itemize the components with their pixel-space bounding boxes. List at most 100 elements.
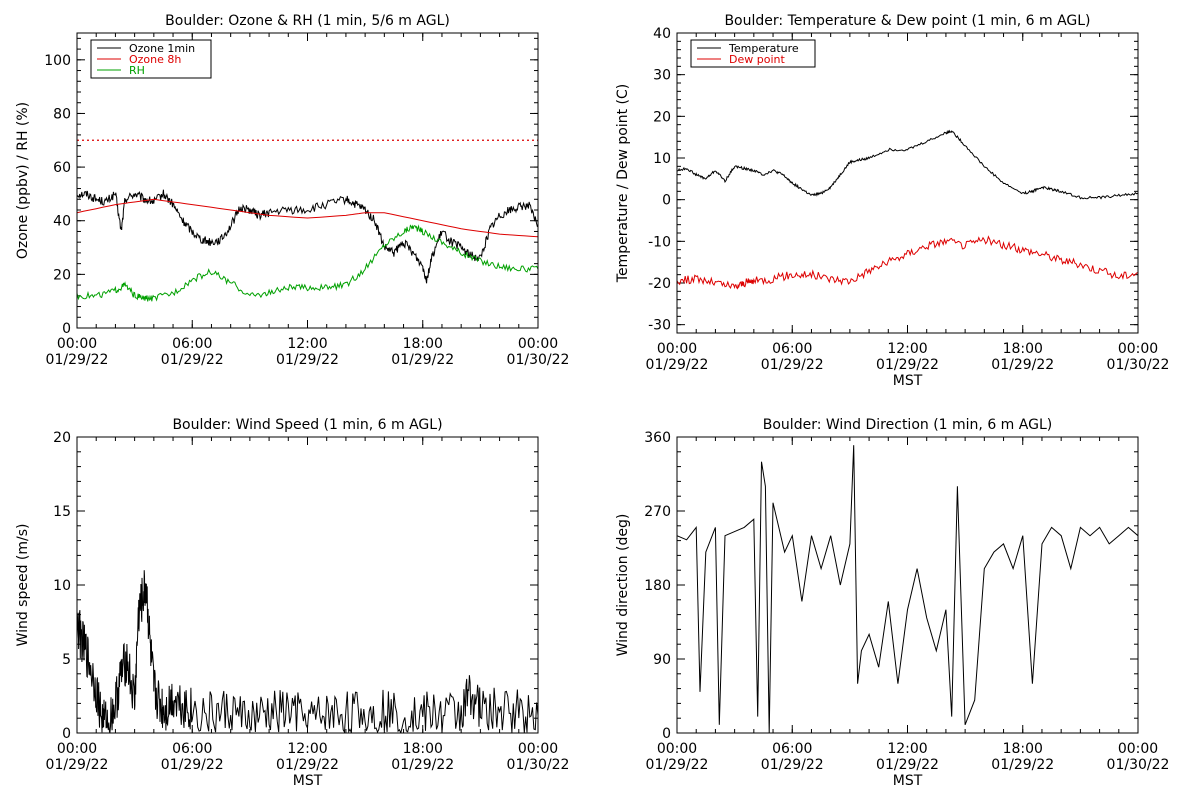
y-tick-label: -10	[648, 234, 671, 250]
y-tick-label: 20	[653, 109, 671, 125]
x-date-label: 01/29/22	[391, 757, 454, 773]
x-date-label: 01/29/22	[991, 757, 1054, 773]
chart-panel-4: Boulder: Wind Direction (1 min, 6 m AGL)…	[615, 417, 1169, 789]
legend-label: Dew point	[729, 53, 785, 66]
x-axis-label: MST	[293, 773, 323, 789]
x-date-label: 01/29/22	[46, 757, 109, 773]
series-line-ozone-1min	[77, 189, 538, 284]
legend-label: Temperature	[728, 42, 799, 55]
x-date-label: 01/29/22	[876, 757, 939, 773]
x-axis-label: MST	[893, 773, 923, 789]
y-tick-label: 0	[662, 193, 671, 209]
plot-frame	[676, 32, 1139, 334]
y-tick-label: 10	[653, 151, 671, 167]
y-tick-label: 360	[644, 430, 671, 446]
plot-frame	[76, 32, 539, 329]
y-tick-label: 180	[644, 578, 671, 594]
x-tick-label: 00:00	[657, 741, 697, 757]
x-date-label: 01/30/22	[1107, 757, 1170, 773]
y-tick-label: 0	[62, 321, 71, 337]
x-date-label: 01/29/22	[761, 357, 824, 373]
x-axis-label: MST	[893, 373, 923, 389]
legend-label: Ozone 8h	[129, 53, 181, 66]
x-date-label: 01/29/22	[876, 357, 939, 373]
x-date-label: 01/29/22	[391, 352, 454, 368]
x-tick-label: 18:00	[403, 741, 443, 757]
y-tick-label: 0	[62, 726, 71, 742]
x-tick-label: 00:00	[518, 741, 558, 757]
y-axis-label: Wind speed (m/s)	[15, 524, 31, 647]
x-date-label: 01/29/22	[161, 757, 224, 773]
y-tick-label: -30	[648, 318, 671, 334]
chart-panel-1: Boulder: Ozone & RH (1 min, 5/6 m AGL) 0 2…	[15, 13, 569, 368]
x-date-label: 01/29/22	[276, 757, 339, 773]
x-tick-label: 00:00	[518, 336, 558, 352]
x-tick-label: 00:00	[57, 336, 97, 352]
series-line-1	[77, 570, 538, 733]
y-tick-label: 5	[62, 652, 71, 668]
series-line-1	[677, 445, 1138, 733]
y-tick-label: 30	[653, 68, 671, 84]
y-tick-label: 90	[653, 652, 671, 668]
y-tick-label: 40	[53, 214, 71, 230]
chart-title: Boulder: Wind Direction (1 min, 6 m AGL)	[763, 417, 1052, 433]
y-tick-label: 20	[53, 430, 71, 446]
y-tick-label: 60	[53, 160, 71, 176]
x-tick-label: 06:00	[172, 741, 212, 757]
chart-panel-2: Boulder: Temperature & Dew point (1 min,…	[615, 13, 1169, 389]
legend-label: RH	[129, 64, 145, 77]
chart-title: Boulder: Wind Speed (1 min, 6 m AGL)	[172, 417, 442, 433]
x-tick-label: 06:00	[172, 336, 212, 352]
x-date-label: 01/30/22	[507, 352, 570, 368]
y-tick-label: 20	[53, 267, 71, 283]
x-tick-label: 06:00	[772, 741, 812, 757]
x-date-label: 01/29/22	[276, 352, 339, 368]
x-date-label: 01/29/22	[761, 757, 824, 773]
y-tick-label: 15	[53, 504, 71, 520]
x-date-label: 01/29/22	[46, 352, 109, 368]
plot-frame	[76, 436, 539, 734]
x-date-label: 01/29/22	[646, 757, 709, 773]
x-tick-label: 12:00	[887, 341, 927, 357]
x-tick-label: 18:00	[403, 336, 443, 352]
y-tick-label: 10	[53, 578, 71, 594]
y-tick-label: 270	[644, 504, 671, 520]
x-tick-label: 12:00	[287, 741, 327, 757]
x-date-label: 01/30/22	[1107, 357, 1170, 373]
series-line-temperature	[677, 129, 1138, 200]
chart-title: Boulder: Ozone & RH (1 min, 5/6 m AGL)	[165, 13, 450, 29]
chart-panel-3: Boulder: Wind Speed (1 min, 6 m AGL) 0 5 10…	[15, 417, 569, 789]
series-line-ozone-8h	[77, 198, 538, 238]
x-tick-label: 00:00	[57, 741, 97, 757]
x-date-label: 01/29/22	[646, 357, 709, 373]
series-line-rh	[77, 224, 538, 302]
x-date-label: 01/29/22	[161, 352, 224, 368]
y-tick-label: 0	[662, 726, 671, 742]
y-axis-label: Wind direction (deg)	[615, 514, 631, 657]
x-tick-label: 00:00	[1118, 741, 1158, 757]
x-date-label: 01/30/22	[507, 757, 570, 773]
x-tick-label: 00:00	[657, 341, 697, 357]
y-tick-label: -20	[648, 276, 671, 292]
y-tick-label: 100	[44, 53, 71, 69]
x-tick-label: 12:00	[287, 336, 327, 352]
legend-box	[690, 39, 816, 68]
x-tick-label: 18:00	[1003, 341, 1043, 357]
x-tick-label: 00:00	[1118, 341, 1158, 357]
series-line-dew-point	[677, 235, 1138, 290]
y-tick-label: 80	[53, 106, 71, 122]
x-tick-label: 06:00	[772, 341, 812, 357]
plot-frame	[676, 436, 1139, 734]
legend-label: Ozone 1min	[129, 42, 195, 55]
chart-title: Boulder: Temperature & Dew point (1 min,…	[724, 13, 1090, 29]
y-axis-label: Temperature / Dew point (C)	[615, 84, 631, 283]
y-axis-label: Ozone (ppbv) / RH (%)	[15, 102, 31, 259]
x-tick-label: 12:00	[887, 741, 927, 757]
y-tick-label: 40	[653, 26, 671, 42]
x-tick-label: 18:00	[1003, 741, 1043, 757]
x-date-label: 01/29/22	[991, 357, 1054, 373]
